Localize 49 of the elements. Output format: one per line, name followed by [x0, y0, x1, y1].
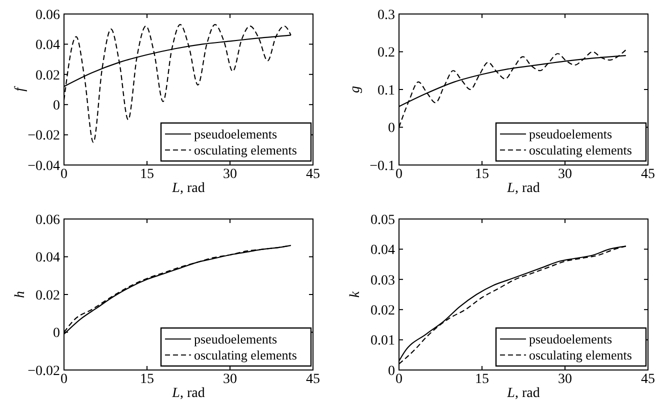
y-tick-label: 0.06 [36, 212, 60, 228]
y-tick-label: 0.3 [378, 8, 395, 23]
y-tick-label: 0 [53, 326, 60, 342]
y-axis-title: k [348, 290, 363, 298]
y-tick-label: 0.1 [378, 83, 395, 98]
y-tick-label: 0.01 [370, 334, 395, 349]
legend-label: osculating elements [194, 348, 297, 363]
legend-label: osculating elements [529, 142, 632, 158]
y-tick-label: −0.02 [28, 128, 60, 144]
x-tick-label: 30 [223, 167, 237, 182]
x-tick-label: 15 [140, 167, 154, 182]
x-axis-title: L, rad [506, 181, 540, 196]
x-tick-label: 15 [475, 167, 489, 182]
y-axis-title: g [348, 86, 363, 93]
y-tick-label: 0.05 [370, 212, 395, 228]
x-axis-title: L, rad [171, 386, 205, 401]
x-tick-label: 30 [223, 372, 237, 387]
x-tick-label: 45 [641, 167, 655, 182]
x-axis-title: L, rad [171, 181, 205, 196]
y-tick-label: 0 [53, 98, 60, 114]
y-tick-label: −0.02 [28, 364, 60, 379]
y-tick-label: 0.03 [370, 273, 395, 288]
legend-label: pseudoelements [194, 332, 278, 347]
x-tick-label: 15 [140, 372, 154, 387]
x-axis-title: L, rad [506, 386, 540, 401]
x-tick-label: 30 [558, 167, 572, 182]
y-tick-label: 0.2 [378, 46, 395, 61]
legend-label: pseudoelements [529, 332, 612, 347]
legend-label: osculating elements [194, 142, 297, 158]
y-tick-label: 0.06 [36, 8, 60, 23]
y-tick-label: 0 [388, 121, 395, 136]
y-tick-label: 0.02 [36, 288, 60, 304]
x-tick-label: 45 [306, 167, 320, 182]
y-tick-label: 0.04 [36, 250, 60, 266]
y-tick-label: 0.04 [36, 38, 60, 54]
y-tick-label: −0.1 [370, 158, 395, 174]
y-axis-title: f [13, 85, 28, 92]
legend-label: pseudoelements [529, 126, 612, 142]
y-tick-label: 0.02 [370, 304, 395, 318]
y-tick-label: 0.02 [36, 68, 60, 84]
x-tick-label: 45 [306, 372, 320, 387]
y-tick-label: −0.04 [28, 158, 60, 174]
y-tick-label: 0.04 [370, 243, 395, 258]
x-tick-label: 15 [475, 372, 489, 387]
x-tick-label: 45 [641, 372, 655, 387]
x-tick-label: 30 [558, 372, 572, 387]
y-axis-title: h [13, 291, 28, 298]
legend-label: osculating elements [529, 348, 632, 363]
legend-label: pseudoelements [194, 126, 278, 142]
